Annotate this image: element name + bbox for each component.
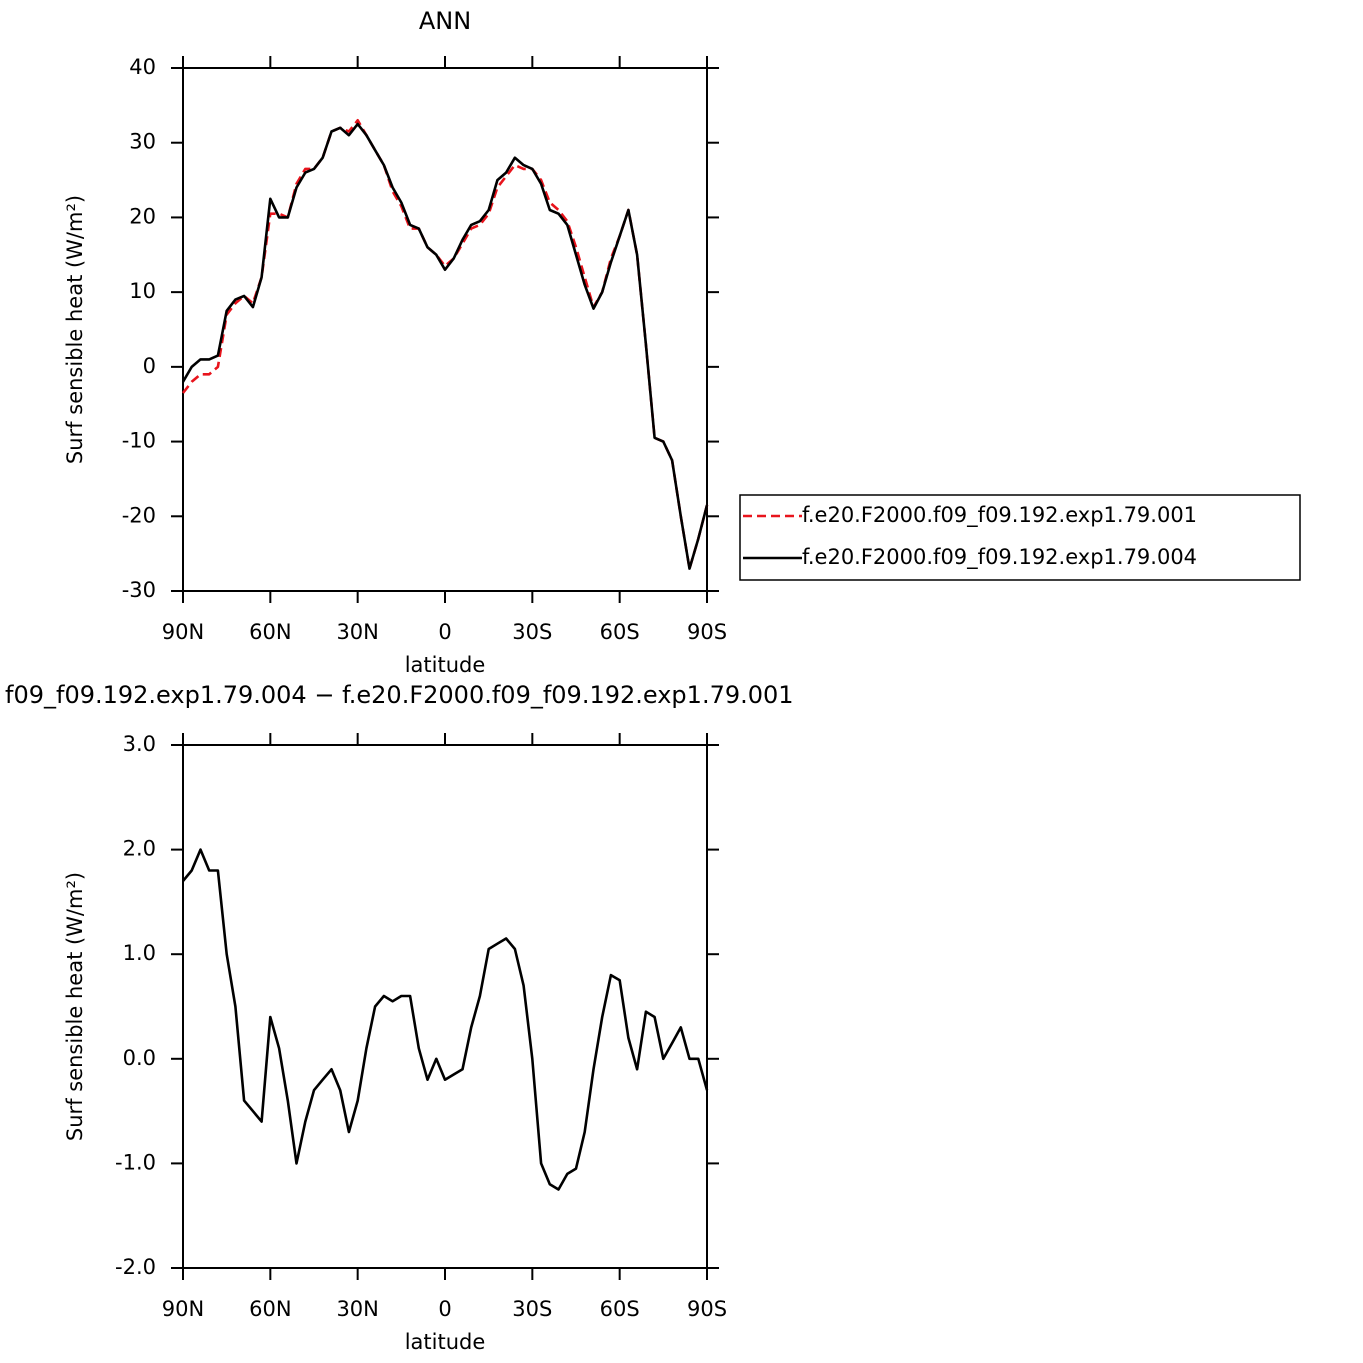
y-tick-label: -30	[122, 578, 156, 602]
x-tick-label: 60S	[600, 620, 640, 644]
x-tick-label: 60S	[600, 1297, 640, 1321]
y-tick-label: -2.0	[115, 1255, 156, 1279]
x-tick-label: 60N	[249, 620, 291, 644]
x-tick-label: 90S	[687, 620, 727, 644]
x-axis-label: latitude	[405, 653, 486, 677]
y-tick-label: -10	[122, 429, 156, 453]
y-tick-label: -1.0	[115, 1150, 156, 1174]
plot-frame	[182, 67, 708, 592]
y-tick-label: 0	[143, 354, 156, 378]
legend-label: f.e20.F2000.f09_f09.192.exp1.79.001	[802, 503, 1197, 528]
y-tick-label: 1.0	[123, 941, 156, 965]
chart-title: f09_f09.192.exp1.79.004 − f.e20.F2000.f0…	[5, 681, 794, 709]
y-tick-label: 20	[129, 204, 156, 228]
x-tick-label: 30N	[336, 620, 378, 644]
y-tick-label: -20	[122, 503, 156, 527]
y-tick-label: 0.0	[123, 1046, 156, 1070]
x-tick-label: 90N	[162, 1297, 204, 1321]
legend-box	[739, 494, 1301, 581]
x-axis-label: latitude	[405, 1330, 486, 1354]
y-tick-label: 40	[129, 55, 156, 79]
y-tick-label: 2.0	[123, 837, 156, 861]
x-tick-label: 0	[438, 1297, 451, 1321]
chart-title: ANN	[419, 7, 471, 35]
plot-frame	[182, 744, 708, 1269]
y-tick-label: 10	[129, 279, 156, 303]
data-line	[181, 122, 709, 570]
y-tick-label: 30	[129, 130, 156, 154]
y-tick-label: 3.0	[123, 732, 156, 756]
x-tick-label: 0	[438, 620, 451, 644]
x-tick-label: 90N	[162, 620, 204, 644]
data-line	[181, 848, 709, 1191]
x-tick-label: 30N	[336, 1297, 378, 1321]
y-axis-label: Surf sensible heat (W/m²)	[63, 872, 87, 1141]
x-tick-label: 30S	[512, 620, 552, 644]
x-tick-label: 60N	[249, 1297, 291, 1321]
x-tick-label: 30S	[512, 1297, 552, 1321]
data-line	[181, 119, 709, 570]
y-axis-label: Surf sensible heat (W/m²)	[63, 195, 87, 464]
x-tick-label: 90S	[687, 1297, 727, 1321]
legend-label: f.e20.F2000.f09_f09.192.exp1.79.004	[802, 545, 1197, 570]
